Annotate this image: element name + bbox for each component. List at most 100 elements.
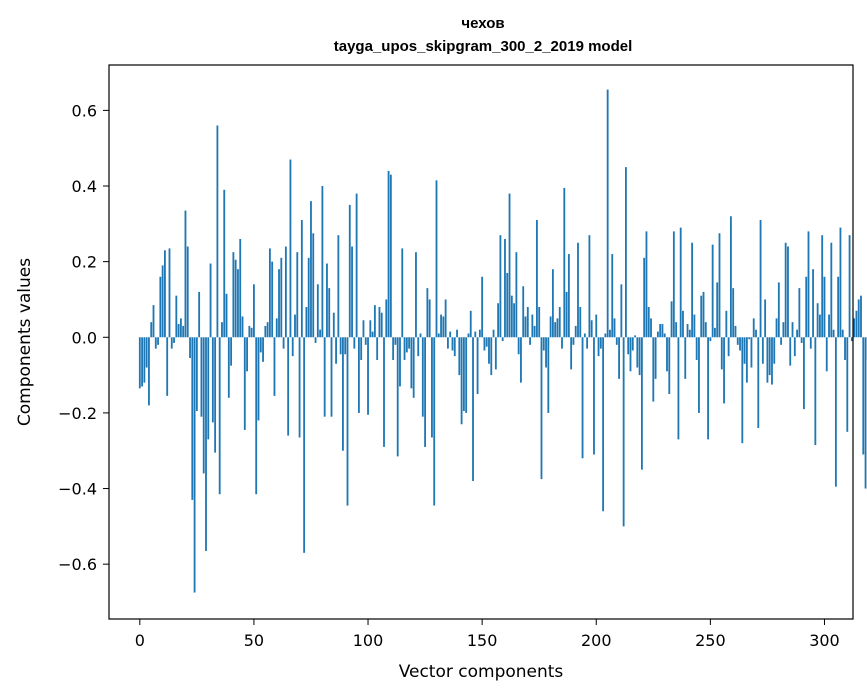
bar (389, 174, 392, 338)
bar (816, 303, 819, 338)
bar (556, 318, 559, 338)
bar (693, 314, 696, 338)
bar (214, 337, 217, 453)
bar (656, 331, 659, 338)
bar (864, 337, 867, 489)
bar (748, 337, 751, 340)
bar (175, 295, 178, 338)
bar (661, 324, 664, 338)
bar (814, 337, 817, 446)
bar (773, 337, 776, 364)
bar (798, 288, 801, 338)
bar (499, 235, 502, 338)
bar (631, 337, 634, 351)
bar (604, 333, 607, 338)
y-axis: −0.6 −0.4 −0.2 0.0 0.2 0.4 0.6 (58, 101, 109, 574)
bar (853, 318, 856, 338)
bar (319, 329, 322, 338)
bar (574, 325, 577, 338)
bar (611, 254, 614, 338)
bar (367, 337, 369, 415)
bar (677, 337, 680, 440)
bar (670, 301, 673, 338)
bar (787, 246, 789, 338)
bar (449, 331, 452, 338)
chart-title: чехов (461, 15, 504, 32)
bar (597, 337, 600, 357)
bar (442, 316, 445, 338)
bar (554, 322, 557, 338)
bar (346, 337, 349, 506)
bar (504, 238, 506, 338)
bar (485, 337, 488, 347)
bar (312, 233, 315, 338)
bar (287, 337, 290, 436)
bar (586, 337, 589, 349)
bar (684, 337, 687, 379)
bar (421, 337, 424, 417)
bar (481, 276, 484, 338)
bar (768, 337, 771, 376)
bar (138, 337, 141, 389)
bar (230, 337, 233, 366)
bar (216, 125, 219, 338)
bar (259, 337, 262, 353)
bar (513, 303, 516, 338)
bar (841, 329, 844, 338)
bar (410, 337, 413, 389)
bar (782, 322, 785, 338)
bar (472, 337, 474, 481)
bar (702, 291, 705, 338)
bar (143, 337, 146, 383)
bar (218, 337, 221, 495)
bar (275, 318, 278, 338)
bar (837, 276, 840, 338)
bar (296, 252, 299, 338)
bar (524, 316, 527, 338)
bar (510, 295, 513, 338)
bar (154, 337, 157, 349)
y-axis-label: Components values (15, 258, 35, 426)
bar (141, 337, 144, 387)
bar (620, 284, 623, 338)
bar (291, 337, 294, 357)
bar (357, 337, 360, 413)
bar (711, 244, 714, 338)
bar (321, 186, 324, 338)
chart-subtitle: tayga_upos_skipgram_300_2_2019 model (334, 38, 633, 55)
bar (469, 310, 472, 338)
bar (234, 259, 237, 338)
bar (342, 337, 344, 451)
bar (435, 180, 438, 338)
bar (303, 337, 306, 553)
bar (686, 324, 689, 338)
bar (691, 242, 694, 338)
bar (451, 337, 454, 351)
bar (337, 235, 340, 338)
bar (280, 257, 283, 338)
bar (339, 337, 342, 355)
bar (593, 337, 595, 455)
bar (538, 307, 541, 338)
bar (647, 307, 650, 338)
bar (579, 307, 582, 338)
bar (700, 295, 703, 338)
bar (850, 337, 853, 342)
bar (698, 337, 700, 413)
bar (446, 337, 449, 349)
bar (360, 337, 363, 360)
bar (652, 337, 655, 402)
bar (775, 318, 778, 338)
bar (330, 337, 333, 417)
bar (771, 337, 773, 385)
bar (408, 337, 411, 349)
bar (688, 329, 691, 338)
bar (191, 337, 194, 500)
bar (492, 329, 495, 338)
bar (529, 337, 531, 345)
bar (558, 307, 561, 338)
y-tick-label: 0.0 (72, 328, 97, 347)
bar (577, 242, 579, 338)
bar (793, 337, 796, 357)
